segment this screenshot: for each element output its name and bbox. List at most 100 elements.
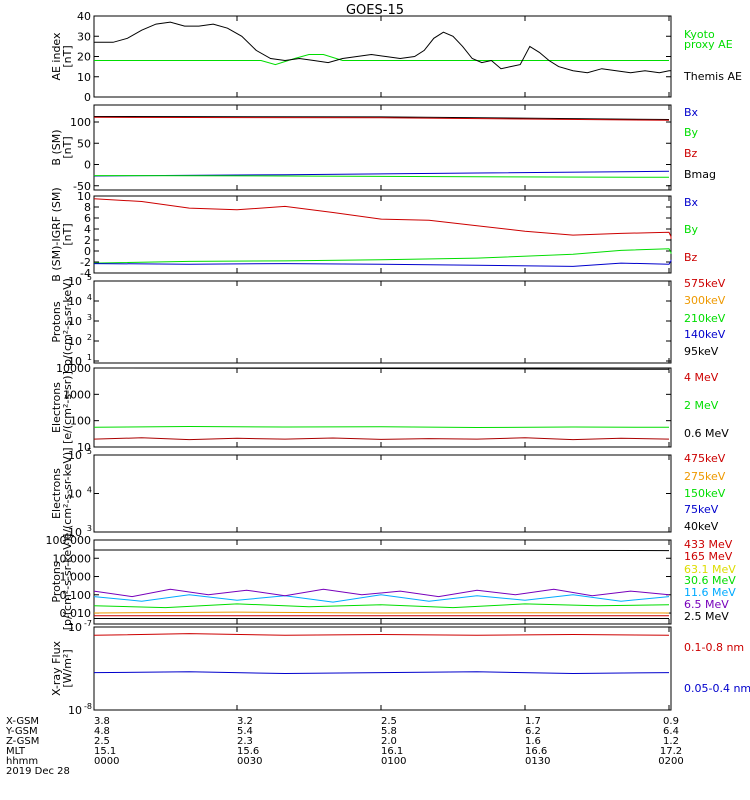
y-tick-label: 2 bbox=[84, 234, 91, 247]
panel-frame bbox=[93, 626, 672, 711]
y-axis-label: [e/(cm²-s-sr)] bbox=[61, 371, 74, 444]
y-tick-exponent: 5 bbox=[87, 273, 92, 282]
panel-frame bbox=[93, 195, 672, 274]
date-label: 2019 Dec 28 bbox=[6, 766, 70, 777]
y-tick-label: 100.000 bbox=[46, 534, 92, 547]
legend-entry: Bz bbox=[684, 251, 698, 264]
y-tick-label: 10 bbox=[77, 441, 91, 454]
legend-entry: 75keV bbox=[684, 503, 719, 516]
legend-entry: 2 MeV bbox=[684, 399, 719, 412]
series-63-1-mev bbox=[93, 611, 670, 614]
y-tick-exponent: 4 bbox=[87, 486, 92, 495]
series-0-05-0-4-nm bbox=[93, 671, 670, 675]
legend-entry: Kyoto bbox=[684, 28, 715, 41]
legend-entry: Bx bbox=[684, 106, 699, 119]
y-tick-label: 6 bbox=[84, 212, 91, 225]
legend-entry: 40keV bbox=[684, 520, 719, 533]
y-tick-label: 10 bbox=[68, 275, 82, 288]
legend-entry: 150keV bbox=[684, 487, 726, 500]
x-axis-value: 0200 bbox=[658, 756, 683, 767]
y-tick-exponent: 3 bbox=[87, 524, 92, 533]
y-axis-label: B (SM)-IGRF (SM) bbox=[50, 187, 63, 281]
series-6-5-mev bbox=[93, 588, 670, 598]
legend-entry: 0.1-0.8 nm bbox=[684, 641, 744, 654]
y-axis-label: e/(cm²-s-sr-keV)] bbox=[61, 448, 74, 540]
legend-entry: 575keV bbox=[684, 277, 726, 290]
y-tick-label: 10 bbox=[68, 621, 82, 634]
legend-entry: Themis AE bbox=[683, 70, 742, 83]
y-tick-label: 10000 bbox=[56, 362, 91, 375]
y-axis-label: Protons bbox=[50, 561, 63, 602]
x-axis-value: 3.8 bbox=[94, 716, 110, 727]
panel-frame bbox=[93, 104, 672, 191]
y-axis-label: B (SM) bbox=[50, 129, 63, 165]
x-axis-value: 2.0 bbox=[381, 736, 397, 747]
legend-entry: By bbox=[684, 223, 699, 236]
y-tick-label: 10 bbox=[68, 295, 82, 308]
series-2-mev bbox=[93, 425, 670, 429]
y-tick-label: 1000 bbox=[63, 388, 91, 401]
y-tick-label: 0 bbox=[84, 159, 91, 172]
x-axis-value: 0130 bbox=[525, 756, 550, 767]
series-30-6-mev bbox=[93, 603, 670, 609]
y-tick-exponent: -7 bbox=[84, 619, 92, 628]
legend-entry: Bmag bbox=[684, 168, 716, 181]
legend-entry: Bz bbox=[684, 147, 698, 160]
y-tick-label: -4 bbox=[80, 267, 91, 280]
x-axis-value: 2.3 bbox=[237, 736, 253, 747]
series-0-1-0-8-nm bbox=[93, 633, 670, 636]
legend-entry: 4 MeV bbox=[684, 371, 719, 384]
x-axis-value: 0030 bbox=[237, 756, 262, 767]
y-tick-label: 10 bbox=[68, 355, 82, 368]
x-axis-value: 15.1 bbox=[94, 746, 116, 757]
y-tick-label: 10 bbox=[77, 71, 91, 84]
y-tick-label: 4 bbox=[84, 223, 91, 236]
y-tick-label: 10 bbox=[68, 488, 82, 501]
x-axis-table: X-GSM 3.8 3.2 2.5 1.7 0.9 Y-GSM 4.8 5.4 5.8 6.2 6.4… bbox=[5, 716, 684, 777]
y-tick-exponent: 1 bbox=[87, 353, 92, 362]
legend-entry: 95keV bbox=[684, 345, 719, 358]
legend-entry: By bbox=[684, 126, 699, 139]
y-tick-label: 1.000 bbox=[60, 571, 92, 584]
y-axis-label: X-ray Flux bbox=[50, 640, 63, 696]
panel-xray: 10 -810 -7X-ray Flux[W/m²]0.1-0.8 nm0.05-0… bbox=[50, 619, 750, 717]
y-tick-label: 20 bbox=[77, 51, 91, 64]
y-axis-label: AE index bbox=[50, 32, 63, 81]
legend-entry: 6.5 MeV bbox=[684, 598, 729, 611]
series-433-mev bbox=[94, 549, 670, 552]
x-axis-row-label: Z-GSM bbox=[6, 736, 39, 747]
x-axis-value: 2.5 bbox=[381, 716, 397, 727]
panel-frame bbox=[93, 539, 672, 625]
panel-electrons1: 10 100 1000 10000 Electrons[e/(cm²-s-sr)] 4 M… bbox=[50, 362, 729, 454]
x-axis-value: 15.6 bbox=[237, 746, 259, 757]
x-axis-row-label: X-GSM bbox=[6, 716, 39, 727]
y-tick-label: 0.100 bbox=[60, 589, 92, 602]
legend-entry: 300keV bbox=[684, 294, 726, 307]
y-tick-label: 10 bbox=[68, 335, 82, 348]
x-axis-value: 5.4 bbox=[237, 726, 253, 737]
x-axis-value: 0.9 bbox=[663, 716, 679, 727]
plot-title: GOES-15 bbox=[346, 3, 404, 18]
y-tick-label: 0 bbox=[84, 245, 91, 258]
y-tick-label: 8 bbox=[84, 201, 91, 214]
x-axis-value: 1.6 bbox=[525, 736, 541, 747]
y-tick-label: 10 bbox=[68, 449, 82, 462]
x-axis-value: 2.5 bbox=[94, 736, 110, 747]
x-axis-value: 6.4 bbox=[663, 726, 679, 737]
series-bz bbox=[93, 116, 670, 121]
legend-entry: proxy AE bbox=[684, 38, 733, 51]
series-0-6-mev bbox=[93, 367, 670, 370]
series-bz bbox=[93, 198, 672, 239]
panel-bsm: -50 0 50 100 B (SM)[nT] Bx By Bz Bmag bbox=[50, 104, 716, 193]
panel-protons2: 0.010 0.100 1.000 10.000 100.000 Protons[p/(c… bbox=[46, 534, 737, 631]
y-tick-exponent: 3 bbox=[87, 313, 92, 322]
series-by bbox=[93, 248, 672, 264]
y-tick-label: 10 bbox=[68, 526, 82, 539]
x-axis-row-label: MLT bbox=[6, 746, 26, 757]
legend-entry: 210keV bbox=[684, 312, 726, 325]
y-axis-label: [nT] bbox=[61, 45, 74, 67]
